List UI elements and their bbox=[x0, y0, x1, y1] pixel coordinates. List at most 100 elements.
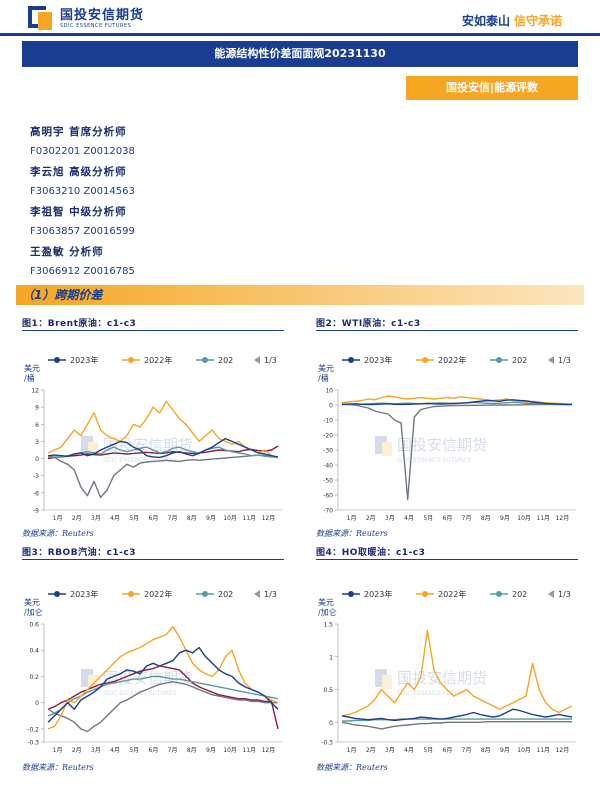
y-axis-unit: /加仑 bbox=[318, 607, 337, 617]
legend-item[interactable]: 2022年 bbox=[416, 589, 466, 599]
series-line bbox=[47, 400, 279, 459]
x-tick-label: 4月 bbox=[404, 515, 414, 522]
x-tick-label: 4月 bbox=[404, 747, 414, 754]
page-indicator: 1/3 bbox=[264, 356, 277, 365]
watermark-text: 国投安信期货 bbox=[397, 669, 487, 687]
prev-page-icon[interactable] bbox=[548, 590, 554, 598]
y-tick-label: -0.3 bbox=[27, 740, 39, 747]
legend-marker bbox=[202, 591, 208, 597]
legend-item[interactable]: 2023年 bbox=[342, 589, 392, 599]
legend-label: 2022年 bbox=[438, 589, 466, 599]
x-tick-label: 8月 bbox=[481, 515, 491, 522]
page-indicator: 1/3 bbox=[558, 356, 571, 365]
legend-item[interactable]: 202 bbox=[490, 356, 527, 365]
legend-item[interactable]: 202 bbox=[196, 356, 233, 365]
analyst-entry: 李祖智 中级分析师 F3063857 Z0016599 bbox=[30, 202, 135, 242]
x-tick-label: 12月 bbox=[262, 747, 276, 754]
x-tick-label: 4月 bbox=[110, 515, 120, 522]
y-axis-unit: 美元 bbox=[24, 363, 40, 373]
legend-marker bbox=[54, 357, 60, 363]
figure-4-source: 数据来源：Reuters bbox=[316, 763, 388, 772]
analyst-name: 高明宇 首席分析师 bbox=[30, 126, 127, 138]
figure-4-title: 图4：HO取暖油：c1-c3 bbox=[316, 548, 426, 558]
legend-marker bbox=[422, 591, 428, 597]
figure-2-title: 图2：WTI原油：c1-c3 bbox=[316, 319, 421, 329]
analyst-name: 李云旭 高级分析师 bbox=[30, 166, 127, 178]
y-tick-label: -0.2 bbox=[27, 726, 39, 733]
y-tick-label: 0.2 bbox=[29, 674, 39, 681]
series-line bbox=[47, 445, 279, 460]
prev-page-icon[interactable] bbox=[254, 590, 260, 598]
analyst-name: 李祖智 中级分析师 bbox=[30, 206, 127, 218]
x-tick-label: 9月 bbox=[206, 747, 216, 754]
chart-svg: 国投安信期货 SDIC ESSENCE FUTURES 2023年 2022年 202 1… bbox=[318, 355, 580, 522]
legend-item[interactable]: 202 bbox=[196, 590, 233, 599]
legend-label: 2023年 bbox=[364, 355, 392, 365]
report-title: 能源结构性价差面面观20231130 bbox=[22, 41, 578, 67]
watermark: 国投安信期货 SDIC ESSENCE FUTURES bbox=[375, 669, 487, 697]
x-tick-label: 7月 bbox=[168, 515, 178, 522]
legend-marker bbox=[496, 591, 502, 597]
y-tick-label: 6 bbox=[35, 422, 39, 429]
chart-svg: 国投安信期货 SDIC ESSENCE FUTURES 2023年 2022年 202 1… bbox=[318, 589, 580, 754]
y-tick-label: 0.5 bbox=[323, 687, 333, 694]
x-tick-label: 5月 bbox=[423, 515, 433, 522]
y-tick-label: 3 bbox=[35, 439, 39, 446]
legend-item[interactable]: 202 bbox=[490, 590, 527, 599]
y-tick-label: 0 bbox=[329, 720, 333, 727]
legend-item[interactable]: 2023年 bbox=[48, 589, 98, 599]
x-tick-label: 9月 bbox=[500, 515, 510, 522]
legend-pager[interactable]: 1/3 bbox=[548, 356, 580, 365]
x-tick-label: 10月 bbox=[517, 515, 531, 522]
legend-item[interactable]: 2023年 bbox=[48, 355, 98, 365]
slogan-part-2: 信守承诺 bbox=[513, 14, 562, 28]
watermark: 国投安信期货 SDIC ESSENCE FUTURES bbox=[375, 436, 487, 464]
legend-item[interactable]: 2022年 bbox=[416, 355, 466, 365]
y-tick-label: -70 bbox=[323, 508, 333, 515]
x-tick-label: 1月 bbox=[53, 747, 63, 754]
y-axis-unit: 美元 bbox=[24, 597, 40, 607]
series-line bbox=[341, 629, 573, 717]
prev-page-icon[interactable] bbox=[548, 356, 554, 364]
logo-name: 国投安信期货 bbox=[60, 8, 145, 23]
legend-pager[interactable]: 1/3 bbox=[548, 590, 580, 599]
x-tick-label: 6月 bbox=[443, 747, 453, 754]
y-tick-label: -9 bbox=[33, 508, 39, 515]
figure-3-rule bbox=[22, 559, 284, 560]
legend-marker bbox=[496, 357, 502, 363]
legend-label: 2022年 bbox=[144, 355, 172, 365]
legend-item[interactable]: 2023年 bbox=[342, 355, 392, 365]
y-tick-label: -30 bbox=[323, 448, 333, 455]
figure-4-chart: 国投安信期货 SDIC ESSENCE FUTURES 2023年 2022年 202 1… bbox=[316, 574, 580, 758]
analyst-license: F3063857 Z0016599 bbox=[30, 226, 135, 237]
legend-marker bbox=[128, 357, 134, 363]
y-tick-label: 0.6 bbox=[29, 622, 39, 629]
page-indicator: 1/3 bbox=[558, 590, 571, 599]
y-tick-label: -60 bbox=[323, 493, 333, 500]
x-tick-label: 12月 bbox=[262, 515, 276, 522]
y-tick-label: -0.3 bbox=[321, 740, 333, 747]
legend-item[interactable]: 2022年 bbox=[122, 355, 172, 365]
legend-marker bbox=[202, 357, 208, 363]
watermark-text-en: SDIC ESSENCE FUTURES bbox=[397, 690, 471, 697]
y-axis-unit: /桶 bbox=[318, 373, 329, 383]
x-tick-label: 12月 bbox=[556, 747, 570, 754]
legend-pager[interactable]: 1/3 bbox=[254, 356, 286, 365]
legend-pager[interactable]: 1/3 bbox=[254, 590, 286, 599]
y-tick-label: 0 bbox=[35, 700, 39, 707]
series-line bbox=[341, 403, 572, 501]
analyst-entry: 高明宇 首席分析师 F0302201 Z0012038 bbox=[30, 122, 135, 162]
watermark-logo-icon bbox=[375, 669, 387, 687]
legend-label: 2023年 bbox=[70, 355, 98, 365]
y-axis-unit: /桶 bbox=[24, 373, 35, 383]
series-line bbox=[47, 446, 279, 459]
y-axis-unit: 美元 bbox=[318, 363, 334, 373]
series-line bbox=[341, 708, 573, 722]
series-line bbox=[47, 646, 279, 723]
company-logo: 国投安信期货 SDIC ESSENCE FUTURES bbox=[28, 6, 144, 32]
y-tick-label: -40 bbox=[323, 463, 333, 470]
prev-page-icon[interactable] bbox=[254, 356, 260, 364]
x-tick-label: 2月 bbox=[366, 747, 376, 754]
slogan: 安如泰山 信守承诺 bbox=[462, 12, 562, 29]
legend-item[interactable]: 2022年 bbox=[122, 589, 172, 599]
